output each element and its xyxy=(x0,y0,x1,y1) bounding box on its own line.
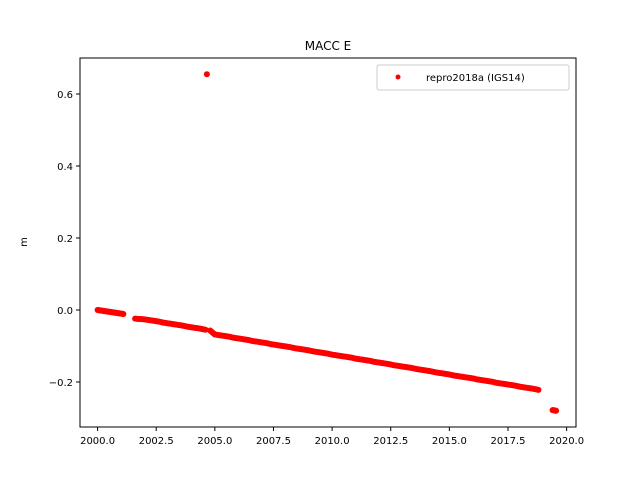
x-tick-label: 2002.5 xyxy=(139,436,174,447)
x-tick-label: 2012.5 xyxy=(373,436,408,447)
data-point xyxy=(203,71,210,78)
x-tick-label: 2000.0 xyxy=(80,436,115,447)
x-tick-label: 2005.0 xyxy=(197,436,232,447)
x-tick-label: 2007.5 xyxy=(256,436,291,447)
y-tick-label: 0.4 xyxy=(57,162,73,173)
series-points xyxy=(94,71,560,414)
legend-marker xyxy=(395,74,401,80)
data-point xyxy=(553,407,560,414)
legend: repro2018a (IGS14) xyxy=(376,64,570,91)
chart-title: MACC E xyxy=(305,39,352,53)
x-tick-label: 2017.5 xyxy=(490,436,525,447)
data-point xyxy=(120,310,127,317)
x-tick-label: 2015.0 xyxy=(432,436,467,447)
legend-label: repro2018a (IGS14) xyxy=(426,73,525,84)
data-point xyxy=(535,386,542,393)
y-tick-label: 0.0 xyxy=(57,306,73,317)
y-axis-label: m xyxy=(19,237,30,247)
data-point xyxy=(202,326,209,333)
y-tick-label: 0.6 xyxy=(57,90,73,101)
y-tick-label: −0.2 xyxy=(49,378,73,389)
plot-area-frame xyxy=(79,57,577,428)
y-tick-label: 0.2 xyxy=(57,234,73,245)
x-tick-label: 2020.0 xyxy=(549,436,584,447)
x-tick-label: 2010.0 xyxy=(315,436,350,447)
axis-ticks: 2000.0 2002.5 2005.0 2007.5 2010.0 2012.5 2015… xyxy=(49,90,584,447)
legend-box xyxy=(376,64,570,91)
